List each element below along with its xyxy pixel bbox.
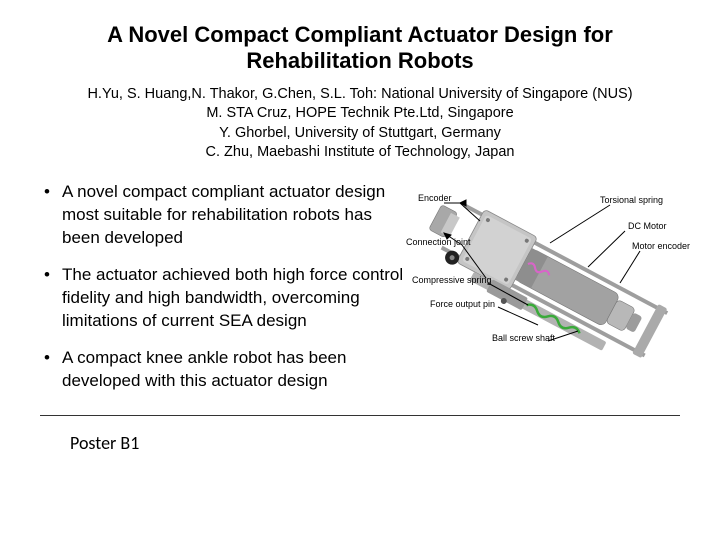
label-force-output-pin: Force output pin [430, 299, 495, 309]
label-encoder: Encoder [418, 193, 452, 203]
author-line: H.Yu, S. Huang,N. Thakor, G.Chen, S.L. T… [20, 85, 700, 105]
author-line: M. STA Cruz, HOPE Technik Pte.Ltd, Singa… [20, 104, 700, 124]
label-connection-joint: Connection joint [406, 237, 471, 247]
label-motor-encoder: Motor encoder [632, 241, 690, 251]
bullet-item: A novel compact compliant actuator desig… [40, 181, 410, 250]
author-line: Y. Ghorbel, University of Stuttgart, Ger… [20, 124, 700, 144]
label-ball-screw-shaft: Ball screw shaft [492, 333, 555, 343]
label-compressive-spring: Compressive spring [412, 275, 492, 285]
label-torsional-spring: Torsional spring [600, 195, 663, 205]
title-line2: Rehabilitation Robots [246, 48, 473, 73]
bullet-item: The actuator achieved both high force co… [40, 264, 410, 333]
content-row: A novel compact compliant actuator desig… [0, 175, 720, 407]
title-line1: A Novel Compact Compliant Actuator Desig… [107, 22, 613, 47]
bullet-item: A compact knee ankle robot has been deve… [40, 347, 410, 393]
author-line: C. Zhu, Maebashi Institute of Technology… [20, 143, 700, 163]
authors-block: H.Yu, S. Huang,N. Thakor, G.Chen, S.L. T… [0, 81, 720, 175]
label-dc-motor: DC Motor [628, 221, 667, 231]
poster-label: Poster B1 [0, 416, 720, 454]
actuator-figure: Encoder Torsional spring Connection join… [410, 181, 694, 401]
title: A Novel Compact Compliant Actuator Desig… [0, 0, 720, 81]
bullet-list: A novel compact compliant actuator desig… [40, 181, 410, 407]
